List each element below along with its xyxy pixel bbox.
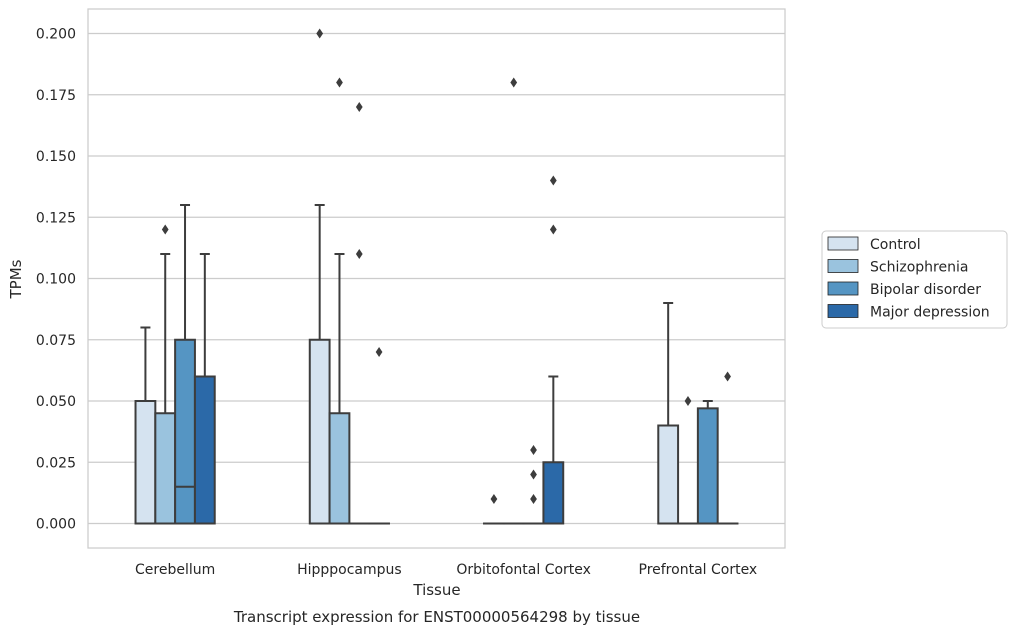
x-tick-label: Cerebellum [135, 562, 215, 578]
legend-swatch [827, 236, 859, 251]
outlier-point [530, 445, 537, 455]
y-tick-label: 0.050 [36, 394, 76, 410]
box-group [134, 326, 157, 525]
outlier-point [161, 224, 169, 235]
legend-label: Major depression [870, 305, 990, 321]
box-body [193, 375, 216, 525]
x-axis-title: Tissue [412, 581, 460, 599]
y-tick-label: 0.125 [36, 210, 76, 226]
legend-label: Schizophrenia [870, 260, 968, 276]
box-group [696, 400, 719, 525]
legend-swatch [827, 304, 859, 318]
plot-area-frame [87, 8, 786, 549]
y-tick-label: 0.000 [36, 517, 76, 533]
box-group [174, 204, 196, 525]
y-tick-label: 0.175 [36, 88, 76, 104]
box-body [657, 424, 680, 525]
outliers [161, 28, 731, 504]
outlier-point [684, 396, 692, 406]
y-tick-label: 0.150 [36, 149, 76, 165]
chart-caption: Transcript expression for ENST0000056429… [233, 608, 640, 626]
y-tick-label: 0.200 [36, 27, 76, 43]
box-group [657, 302, 680, 525]
legend-swatch [827, 281, 859, 296]
y-axis-title: TPMs [7, 259, 25, 299]
legend-label: Control [870, 237, 921, 253]
x-tick-labels: Cerebellum Hipppocampus Orbitofontal Corte… [135, 562, 757, 578]
boxes [134, 204, 739, 525]
legend-swatch [827, 259, 859, 273]
box-group [193, 253, 216, 525]
outlier-point [549, 224, 557, 235]
box-body [308, 338, 331, 525]
box-body [174, 338, 196, 525]
y-tick-label: 0.075 [36, 333, 76, 349]
outlier-point [375, 347, 383, 357]
box-group [154, 253, 177, 525]
box-body [696, 407, 719, 525]
legend-label: Bipolar disorder [870, 282, 981, 298]
box-body [542, 461, 565, 525]
legend-frame [821, 230, 1008, 329]
outlier-point [530, 494, 537, 504]
outlier-point [355, 102, 363, 112]
outlier-point [530, 469, 537, 480]
box-group [542, 375, 565, 525]
box-body [328, 412, 351, 525]
outlier-point [316, 28, 324, 39]
y-tick-label: 0.100 [36, 272, 76, 288]
outlier-point [336, 77, 343, 88]
y-tick-label: 0.025 [36, 455, 76, 471]
y-tick-labels: 0.000 0.025 0.050 0.075 0.100 0.125 0.150 0.175… [36, 27, 76, 533]
outlier-point [549, 175, 557, 186]
outlier-point [490, 494, 498, 504]
x-tick-label: Orbitofontal Cortex [456, 562, 591, 578]
box-group [328, 253, 351, 525]
box-body [134, 400, 157, 525]
outlier-point [510, 77, 518, 88]
x-tick-label: Prefrontal Cortex [639, 562, 758, 578]
x-tick-label: Hipppocampus [297, 562, 402, 578]
outlier-point [355, 249, 363, 259]
box-group [308, 204, 331, 525]
outlier-point [724, 371, 731, 382]
legend: Control Schizophrenia Bipolar disorder Majo… [821, 230, 1008, 329]
box-body [154, 412, 177, 525]
